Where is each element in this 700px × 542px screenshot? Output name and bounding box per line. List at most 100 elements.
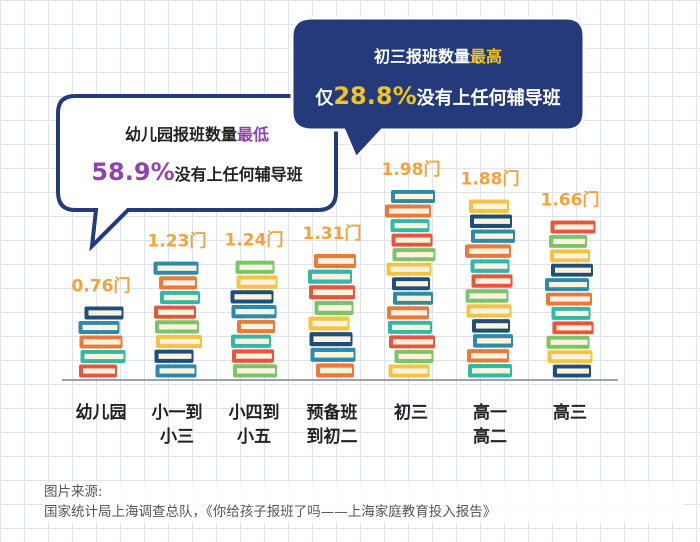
left-callout-line1: 幼儿园报班数量最低 — [125, 125, 269, 144]
right-callout-line1: 初三报班数量最高 — [374, 47, 502, 66]
bar-book-pages — [554, 253, 588, 259]
bar-book-pages — [475, 278, 511, 284]
bar-book-pages — [555, 310, 589, 317]
bar-book-pages — [396, 252, 434, 258]
bar-book-pages — [395, 193, 433, 200]
right-callout: 初三报班数量最高 仅28.8%没有上任何辅导班 — [290, 16, 586, 161]
bar-book-pages — [160, 338, 200, 345]
source-note: 图片来源: 国家统计局上海调查总队，《你给孩子报班了吗——上海家庭教育投入报告》 — [44, 482, 684, 522]
bar-book-pages — [391, 310, 427, 316]
value-label: 1.88门 — [461, 169, 520, 190]
bar-book-pages — [472, 368, 510, 374]
bar-book-pages — [239, 264, 273, 270]
bar-book-pages — [88, 310, 122, 316]
bar-book-pages — [159, 324, 197, 330]
category-label: 预备班 — [307, 402, 358, 423]
bar — [230, 260, 278, 378]
bar-book-pages — [393, 339, 433, 345]
bar-book-pages — [397, 295, 431, 301]
bar-book-pages — [312, 320, 348, 327]
bar-book-pages — [241, 323, 273, 330]
bar-book-pages — [553, 238, 585, 244]
category-label: 到初二 — [307, 426, 358, 447]
bar-book-pages — [312, 273, 350, 280]
value-label: 1.31门 — [303, 223, 362, 244]
bar-book-pages — [236, 353, 272, 359]
bar-book-pages — [474, 263, 508, 269]
bar-book-pages — [83, 339, 121, 345]
bar — [545, 220, 596, 378]
bar-book-pages — [392, 324, 430, 330]
bar-book-pages — [471, 353, 507, 359]
bar-book-pages — [159, 368, 195, 374]
bar-book-pages — [475, 233, 513, 239]
value-label: 1.98门 — [382, 159, 441, 180]
category-label: 初三 — [394, 402, 428, 423]
category-label: 小三 — [160, 427, 194, 447]
bar-group — [78, 190, 596, 378]
bar — [78, 306, 126, 378]
bar-book-pages — [476, 323, 508, 329]
bar — [153, 261, 202, 378]
source-text: 国家统计局上海调查总队，《你给孩子报班了吗——上海家庭教育投入报告》 — [44, 504, 497, 520]
value-label: 0.76门 — [72, 275, 131, 296]
bar-book-pages — [394, 222, 428, 229]
right-callout-bubble — [290, 16, 586, 161]
bar-book-pages — [556, 325, 592, 331]
bar-book-pages — [469, 293, 507, 299]
bar-book-pages — [83, 368, 115, 374]
bar-book-pages — [389, 208, 429, 214]
bar-book-pages — [392, 368, 428, 374]
left-callout-line2: 58.9%没有上任何辅导班 — [91, 158, 302, 186]
bar-book-pages — [473, 203, 507, 209]
bar-book-pages — [551, 354, 591, 360]
category-label: 小五 — [237, 427, 271, 447]
bar-book-pages — [477, 338, 511, 344]
bar-book-pages — [396, 281, 428, 287]
bar-book-pages — [390, 266, 430, 272]
left-callout: 幼儿园报班数量最低 58.9%没有上任何辅导班 — [56, 94, 338, 252]
bar — [465, 199, 515, 378]
bar-book-pages — [555, 267, 591, 273]
bar-book-pages — [235, 338, 269, 344]
bar-book-pages — [84, 353, 124, 360]
category-label: 小四到 — [229, 403, 280, 423]
bar — [308, 253, 356, 378]
bar-book-pages — [549, 282, 587, 288]
value-label: 1.23门 — [148, 231, 207, 252]
value-label-group: 0.76门 1.23门 1.24门 1.31门 1.98门 1.88门 1.66门 — [72, 159, 600, 296]
value-label: 1.66门 — [541, 190, 600, 211]
bar-book-pages — [474, 218, 510, 224]
category-label: 小一到 — [152, 403, 203, 423]
source-label: 图片来源: — [44, 484, 103, 500]
bar-book-pages — [550, 296, 590, 302]
bar-book-pages — [470, 308, 510, 314]
bar — [385, 190, 436, 378]
value-label: 1.24门 — [225, 230, 284, 251]
bar-book-pages — [164, 294, 198, 301]
bar-book-pages — [163, 280, 195, 286]
bar-book-pages — [313, 336, 351, 342]
right-callout-line2: 仅28.8%没有上任何辅导班 — [314, 82, 560, 110]
bar-book-pages — [398, 353, 432, 360]
bar-book-pages — [469, 248, 509, 254]
bar-book-pages — [318, 258, 354, 264]
bar-book-pages — [237, 368, 275, 374]
bar-book-pages — [313, 289, 353, 296]
bar-book-pages — [320, 367, 352, 374]
bar-book-pages — [235, 309, 275, 315]
bar-book-pages — [318, 305, 352, 311]
bar-book-pages — [82, 324, 118, 331]
bar-book-pages — [395, 237, 431, 243]
bar-book-pages — [158, 353, 192, 359]
bar-book-pages — [314, 351, 354, 358]
bar-book-pages — [550, 339, 588, 345]
category-label: 幼儿园 — [76, 402, 127, 423]
category-label: 高二 — [473, 426, 507, 447]
bar-book-pages — [557, 368, 589, 374]
category-label: 高三 — [553, 402, 587, 423]
bar-book-pages — [234, 294, 272, 300]
bar-book-pages — [158, 309, 194, 315]
